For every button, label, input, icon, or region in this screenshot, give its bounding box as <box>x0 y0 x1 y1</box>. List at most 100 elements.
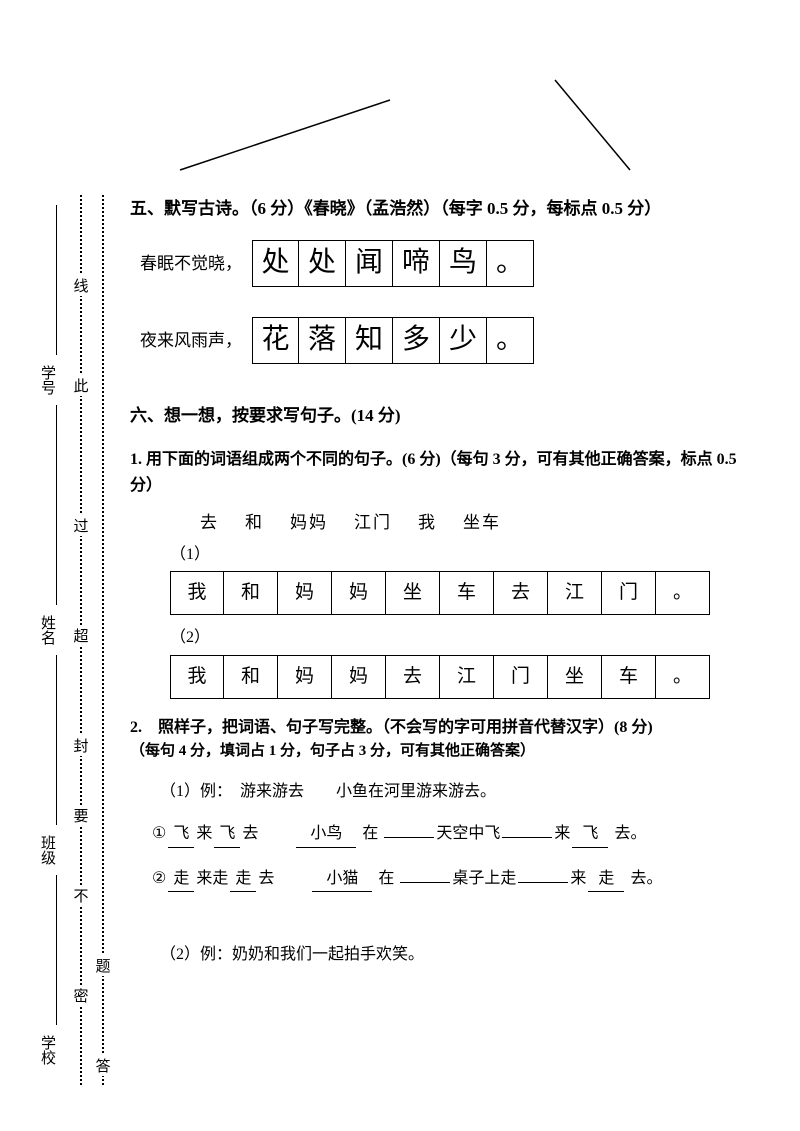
answer-cell: 去 <box>386 655 440 699</box>
fill-blank: 小猫 <box>312 866 372 893</box>
answer-cell: 坐 <box>386 571 440 615</box>
q1-title: 1. 用下面的词语组成两个不同的句子。(6 分)（每句 3 分，可有其他正确答案… <box>130 447 755 498</box>
fill-text: 去 <box>242 821 258 847</box>
answer-grid-1: 我和妈妈坐车去江门。 <box>170 571 755 615</box>
fill-blank: 走 <box>230 866 256 893</box>
binding-field-label: 学校 <box>37 1035 58 1065</box>
fill-text <box>262 821 294 847</box>
fill-text: 去。 <box>626 866 662 892</box>
answer-cell: 我 <box>170 655 224 699</box>
word-bank-item: 和 <box>245 513 264 532</box>
example-2: （2）例：奶奶和我们一起拍手欢笑。 <box>160 942 755 968</box>
q2-title: 2. 照样子，把词语、句子写完整。（不会写的字可用拼音代替汉字）(8 分) <box>130 717 755 739</box>
answer1-label: （1） <box>170 542 755 568</box>
fill-text: 在 <box>358 821 382 847</box>
binding-field-label: 班级 <box>37 835 58 865</box>
worksheet-content: 五、默写古诗。（6 分）《春晓》（孟浩然）（每字 0.5 分，每标点 0.5 分… <box>130 195 755 978</box>
fill-text: 来 <box>570 866 586 892</box>
answer-cell: 车 <box>440 571 494 615</box>
answer-cell: 。 <box>656 571 710 615</box>
binding-seal-char: 此 <box>68 375 94 396</box>
fill-text: 桌子上走 <box>452 866 516 892</box>
char-box: 多 <box>393 317 440 364</box>
fill-blank: 走 <box>168 866 194 893</box>
fill-blank <box>502 837 552 838</box>
fill-blank <box>384 837 434 838</box>
answer-cell: 江 <box>548 571 602 615</box>
fill-text: 去。 <box>610 821 646 847</box>
answer-cell: 江 <box>440 655 494 699</box>
binding-seal-char: 过 <box>68 515 94 536</box>
binding-seal-char: 答 <box>90 1055 116 1076</box>
word-bank-item: 坐车 <box>463 513 501 532</box>
binding-underline <box>56 875 57 1025</box>
binding-underline <box>56 405 57 605</box>
fill-text: 天空中飞 <box>436 821 500 847</box>
dotted-line-2 <box>102 195 104 1085</box>
answer-cell: 和 <box>224 571 278 615</box>
binding-margin: 学号姓名班级学校线此过超封要不密题答 <box>40 195 115 1085</box>
section5-title: 五、默写古诗。（6 分）《春晓》（孟浩然）（每字 0.5 分，每标点 0.5 分… <box>130 195 755 222</box>
word-bank-item: 我 <box>418 513 437 532</box>
answer-cell: 妈 <box>278 571 332 615</box>
char-box: 鸟 <box>440 240 487 287</box>
fill-blank: 飞 <box>572 821 608 848</box>
fill-blank: 走 <box>588 866 624 893</box>
answer-grid-2: 我和妈妈去江门坐车。 <box>170 655 755 699</box>
answer-cell: 我 <box>170 571 224 615</box>
q2-subtitle: （每句 4 分，填词占 1 分，句子占 3 分，可有其他正确答案） <box>130 739 755 763</box>
binding-seal-char: 密 <box>68 985 94 1006</box>
fill-text: 来 <box>554 821 570 847</box>
fill-blank <box>400 882 450 883</box>
fill-blank <box>518 882 568 883</box>
binding-seal-char: 不 <box>68 885 94 906</box>
decorative-lines <box>0 70 800 190</box>
decor-line-1 <box>180 100 390 170</box>
poem-line-2: 夜来风雨声， 花落知多少。 <box>140 317 755 364</box>
binding-field-label: 学号 <box>37 365 58 395</box>
char-box: 。 <box>487 240 534 287</box>
fill-text: 来 <box>196 821 212 847</box>
binding-seal-char: 题 <box>90 955 116 976</box>
fill-blank: 飞 <box>214 821 240 848</box>
word-bank: 去 和 妈妈 江门 我 坐车 <box>200 509 755 536</box>
fill-blank: 飞 <box>168 821 194 848</box>
word-bank-item: 江门 <box>354 513 392 532</box>
fill-text: 来走 <box>196 866 228 892</box>
fill-text: 在 <box>374 866 398 892</box>
fill-text: 去 <box>258 866 274 892</box>
example-1: （1）例： 游来游去 小鱼在河里游来游去。 <box>160 779 755 805</box>
binding-underline <box>56 655 57 825</box>
binding-seal-char: 要 <box>68 805 94 826</box>
word-bank-item: 去 <box>200 513 219 532</box>
char-box: 落 <box>299 317 346 364</box>
answer-cell: 妈 <box>332 655 386 699</box>
decor-line-2 <box>555 80 630 170</box>
word-bank-item: 妈妈 <box>290 513 328 532</box>
fill-text: ① <box>152 821 166 847</box>
poem-line1-prefix: 春眠不觉晓， <box>140 250 242 277</box>
char-box: 处 <box>252 240 299 287</box>
char-box: 少 <box>440 317 487 364</box>
poem-line-1: 春眠不觉晓， 处处闻啼鸟。 <box>140 240 755 287</box>
answer-cell: 。 <box>656 655 710 699</box>
answer-cell: 门 <box>602 571 656 615</box>
binding-underline <box>56 205 57 355</box>
answer-cell: 妈 <box>332 571 386 615</box>
char-box: 处 <box>299 240 346 287</box>
section6-title: 六、想一想，按要求写句子。(14 分) <box>130 402 755 429</box>
binding-field-label: 姓名 <box>37 615 58 645</box>
binding-seal-char: 封 <box>68 735 94 756</box>
char-box: 。 <box>487 317 534 364</box>
fill-text: ② <box>152 866 166 892</box>
answer-cell: 车 <box>602 655 656 699</box>
poem-line2-prefix: 夜来风雨声， <box>140 327 242 354</box>
char-box: 知 <box>346 317 393 364</box>
fill-text <box>278 866 310 892</box>
answer-cell: 妈 <box>278 655 332 699</box>
fill-sentence-2: ②走来走走去 小猫 在 桌子上走来走 去。 <box>150 866 755 893</box>
answer-cell: 门 <box>494 655 548 699</box>
answer-cell: 和 <box>224 655 278 699</box>
fill-blank: 小鸟 <box>296 821 356 848</box>
char-box: 啼 <box>393 240 440 287</box>
